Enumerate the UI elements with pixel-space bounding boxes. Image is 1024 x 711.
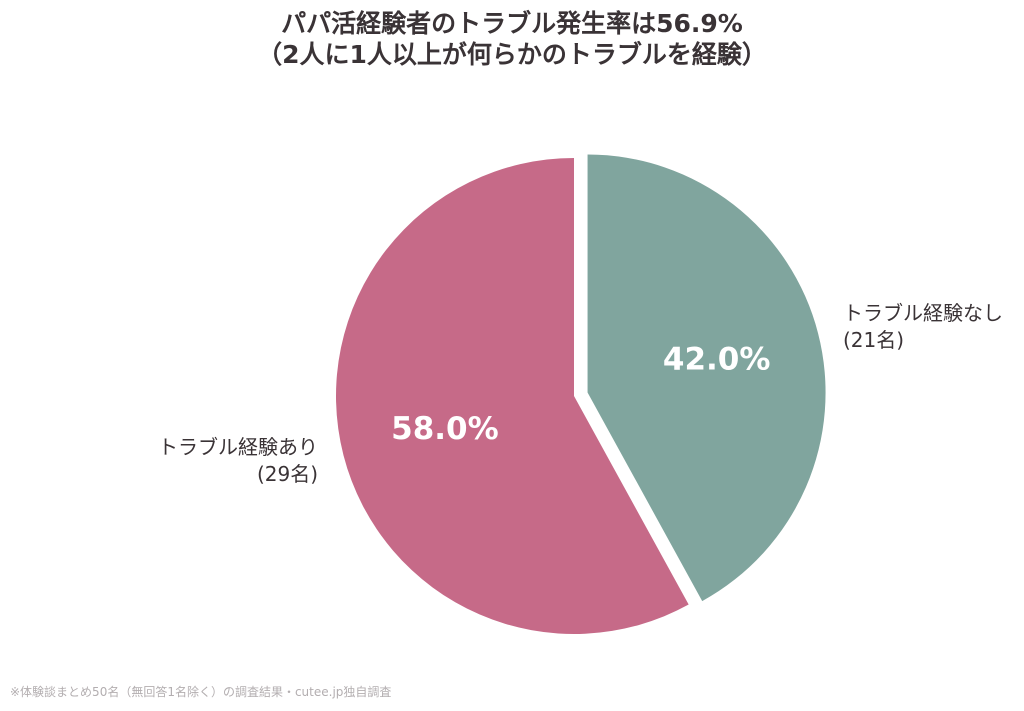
pie-slice-value-label-0: 42.0% xyxy=(663,341,771,377)
category-label-trouble: トラブル経験あり (29名) xyxy=(110,434,318,488)
pie-slice-1 xyxy=(336,158,689,634)
pie-slice-value-label-1: 58.0% xyxy=(391,411,499,447)
category-label-no-trouble: トラブル経験なし (21名) xyxy=(843,300,1003,354)
chart-title-line-2: （2人に1人以上が何らかのトラブルを経験） xyxy=(257,40,767,69)
footnote: ※体験談まとめ50名（無回答1名除く）の調査結果・cutee.jp独自調査 xyxy=(10,685,392,699)
category-count-trouble: (29名) xyxy=(256,462,318,486)
category-name-no-trouble: トラブル経験なし xyxy=(843,301,1003,325)
category-name-trouble: トラブル経験あり xyxy=(158,435,318,459)
chart-title: パパ活経験者のトラブル発生率は56.9% （2人に1人以上が何らかのトラブルを経… xyxy=(0,8,1024,70)
chart-title-line-1: パパ活経験者のトラブル発生率は56.9% xyxy=(281,9,743,38)
pie-slice-0 xyxy=(587,154,826,602)
category-count-no-trouble: (21名) xyxy=(843,328,905,352)
